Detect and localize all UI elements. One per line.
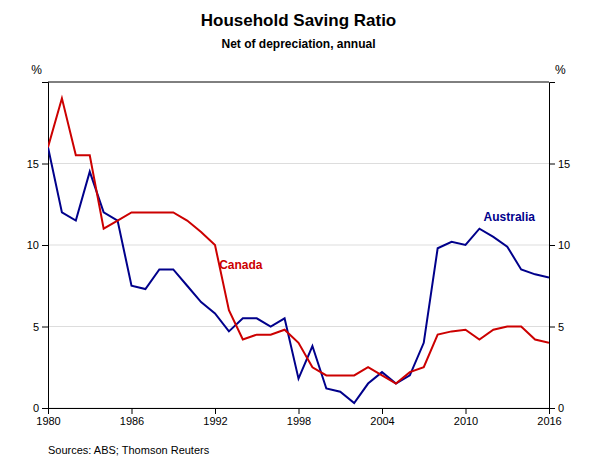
tick-label: 1980 bbox=[36, 415, 60, 427]
tick-mark bbox=[299, 408, 300, 414]
tick: 10 bbox=[549, 239, 570, 251]
tick-label: 0 bbox=[558, 402, 564, 414]
tick: 1986 bbox=[120, 408, 144, 427]
tick-label: 10 bbox=[27, 239, 39, 251]
grid-line bbox=[48, 163, 549, 164]
chart: Household Saving Ratio Net of depreciatio… bbox=[0, 0, 597, 466]
tick-mark bbox=[215, 408, 216, 414]
tick-label: 1998 bbox=[287, 415, 311, 427]
annotation: Canada bbox=[219, 258, 263, 272]
tick-label: 0 bbox=[33, 402, 39, 414]
tick-mark bbox=[382, 408, 383, 414]
title: Household Saving Ratio bbox=[201, 11, 397, 30]
tick-mark bbox=[549, 245, 555, 246]
tick: 15 bbox=[549, 158, 570, 170]
y-axis: 0 5 10 15 bbox=[27, 83, 49, 415]
tick-mark bbox=[549, 408, 555, 409]
y2-axis: 0 5 10 15 bbox=[549, 83, 570, 415]
grid-line bbox=[48, 326, 549, 327]
tick-mark bbox=[549, 327, 555, 328]
x-axis: 1980 1986 1992 1998 2004 2010 2016 bbox=[36, 408, 561, 427]
tick: 2010 bbox=[454, 408, 478, 427]
tick: 15 bbox=[27, 158, 48, 170]
tick: 5 bbox=[33, 321, 48, 333]
axis-line bbox=[42, 83, 49, 409]
tick-mark bbox=[42, 164, 48, 165]
annotation: Australia bbox=[484, 210, 536, 224]
tick: 1980 bbox=[36, 408, 60, 427]
tick-mark bbox=[42, 327, 48, 328]
tick-label: 1992 bbox=[203, 415, 227, 427]
y2-axis-label: % bbox=[555, 63, 566, 77]
tick-label: 1986 bbox=[120, 415, 144, 427]
tick: 0 bbox=[549, 402, 564, 414]
axis-line bbox=[550, 83, 556, 409]
tick-label: 15 bbox=[558, 158, 570, 170]
tick-mark bbox=[132, 408, 133, 414]
series-line bbox=[48, 98, 549, 383]
tick-label: 2004 bbox=[370, 415, 394, 427]
tick: 5 bbox=[549, 321, 564, 333]
tick-label: 2016 bbox=[537, 415, 561, 427]
axis-line bbox=[49, 409, 550, 415]
tick-label: 2010 bbox=[454, 415, 478, 427]
series-line bbox=[48, 147, 549, 403]
subtitle: Net of depreciation, annual bbox=[221, 37, 375, 51]
tick: 0 bbox=[33, 402, 48, 414]
tick-label: 5 bbox=[33, 321, 39, 333]
tick-mark bbox=[549, 164, 555, 165]
tick-mark bbox=[42, 408, 48, 409]
tick: 1998 bbox=[287, 408, 311, 427]
tick: 10 bbox=[27, 239, 48, 251]
plot-frame bbox=[48, 82, 549, 83]
tick-mark bbox=[42, 245, 48, 246]
tick-label: 15 bbox=[27, 158, 39, 170]
tick-mark bbox=[466, 408, 467, 414]
tick-label: 10 bbox=[558, 239, 570, 251]
y-axis-label: % bbox=[31, 63, 42, 77]
tick-label: 5 bbox=[558, 321, 564, 333]
grid bbox=[48, 164, 549, 409]
source: Sources: ABS; Thomson Reuters bbox=[48, 444, 210, 456]
plot-area bbox=[48, 98, 549, 403]
tick: 2004 bbox=[370, 408, 394, 427]
tick: 1992 bbox=[203, 408, 227, 427]
